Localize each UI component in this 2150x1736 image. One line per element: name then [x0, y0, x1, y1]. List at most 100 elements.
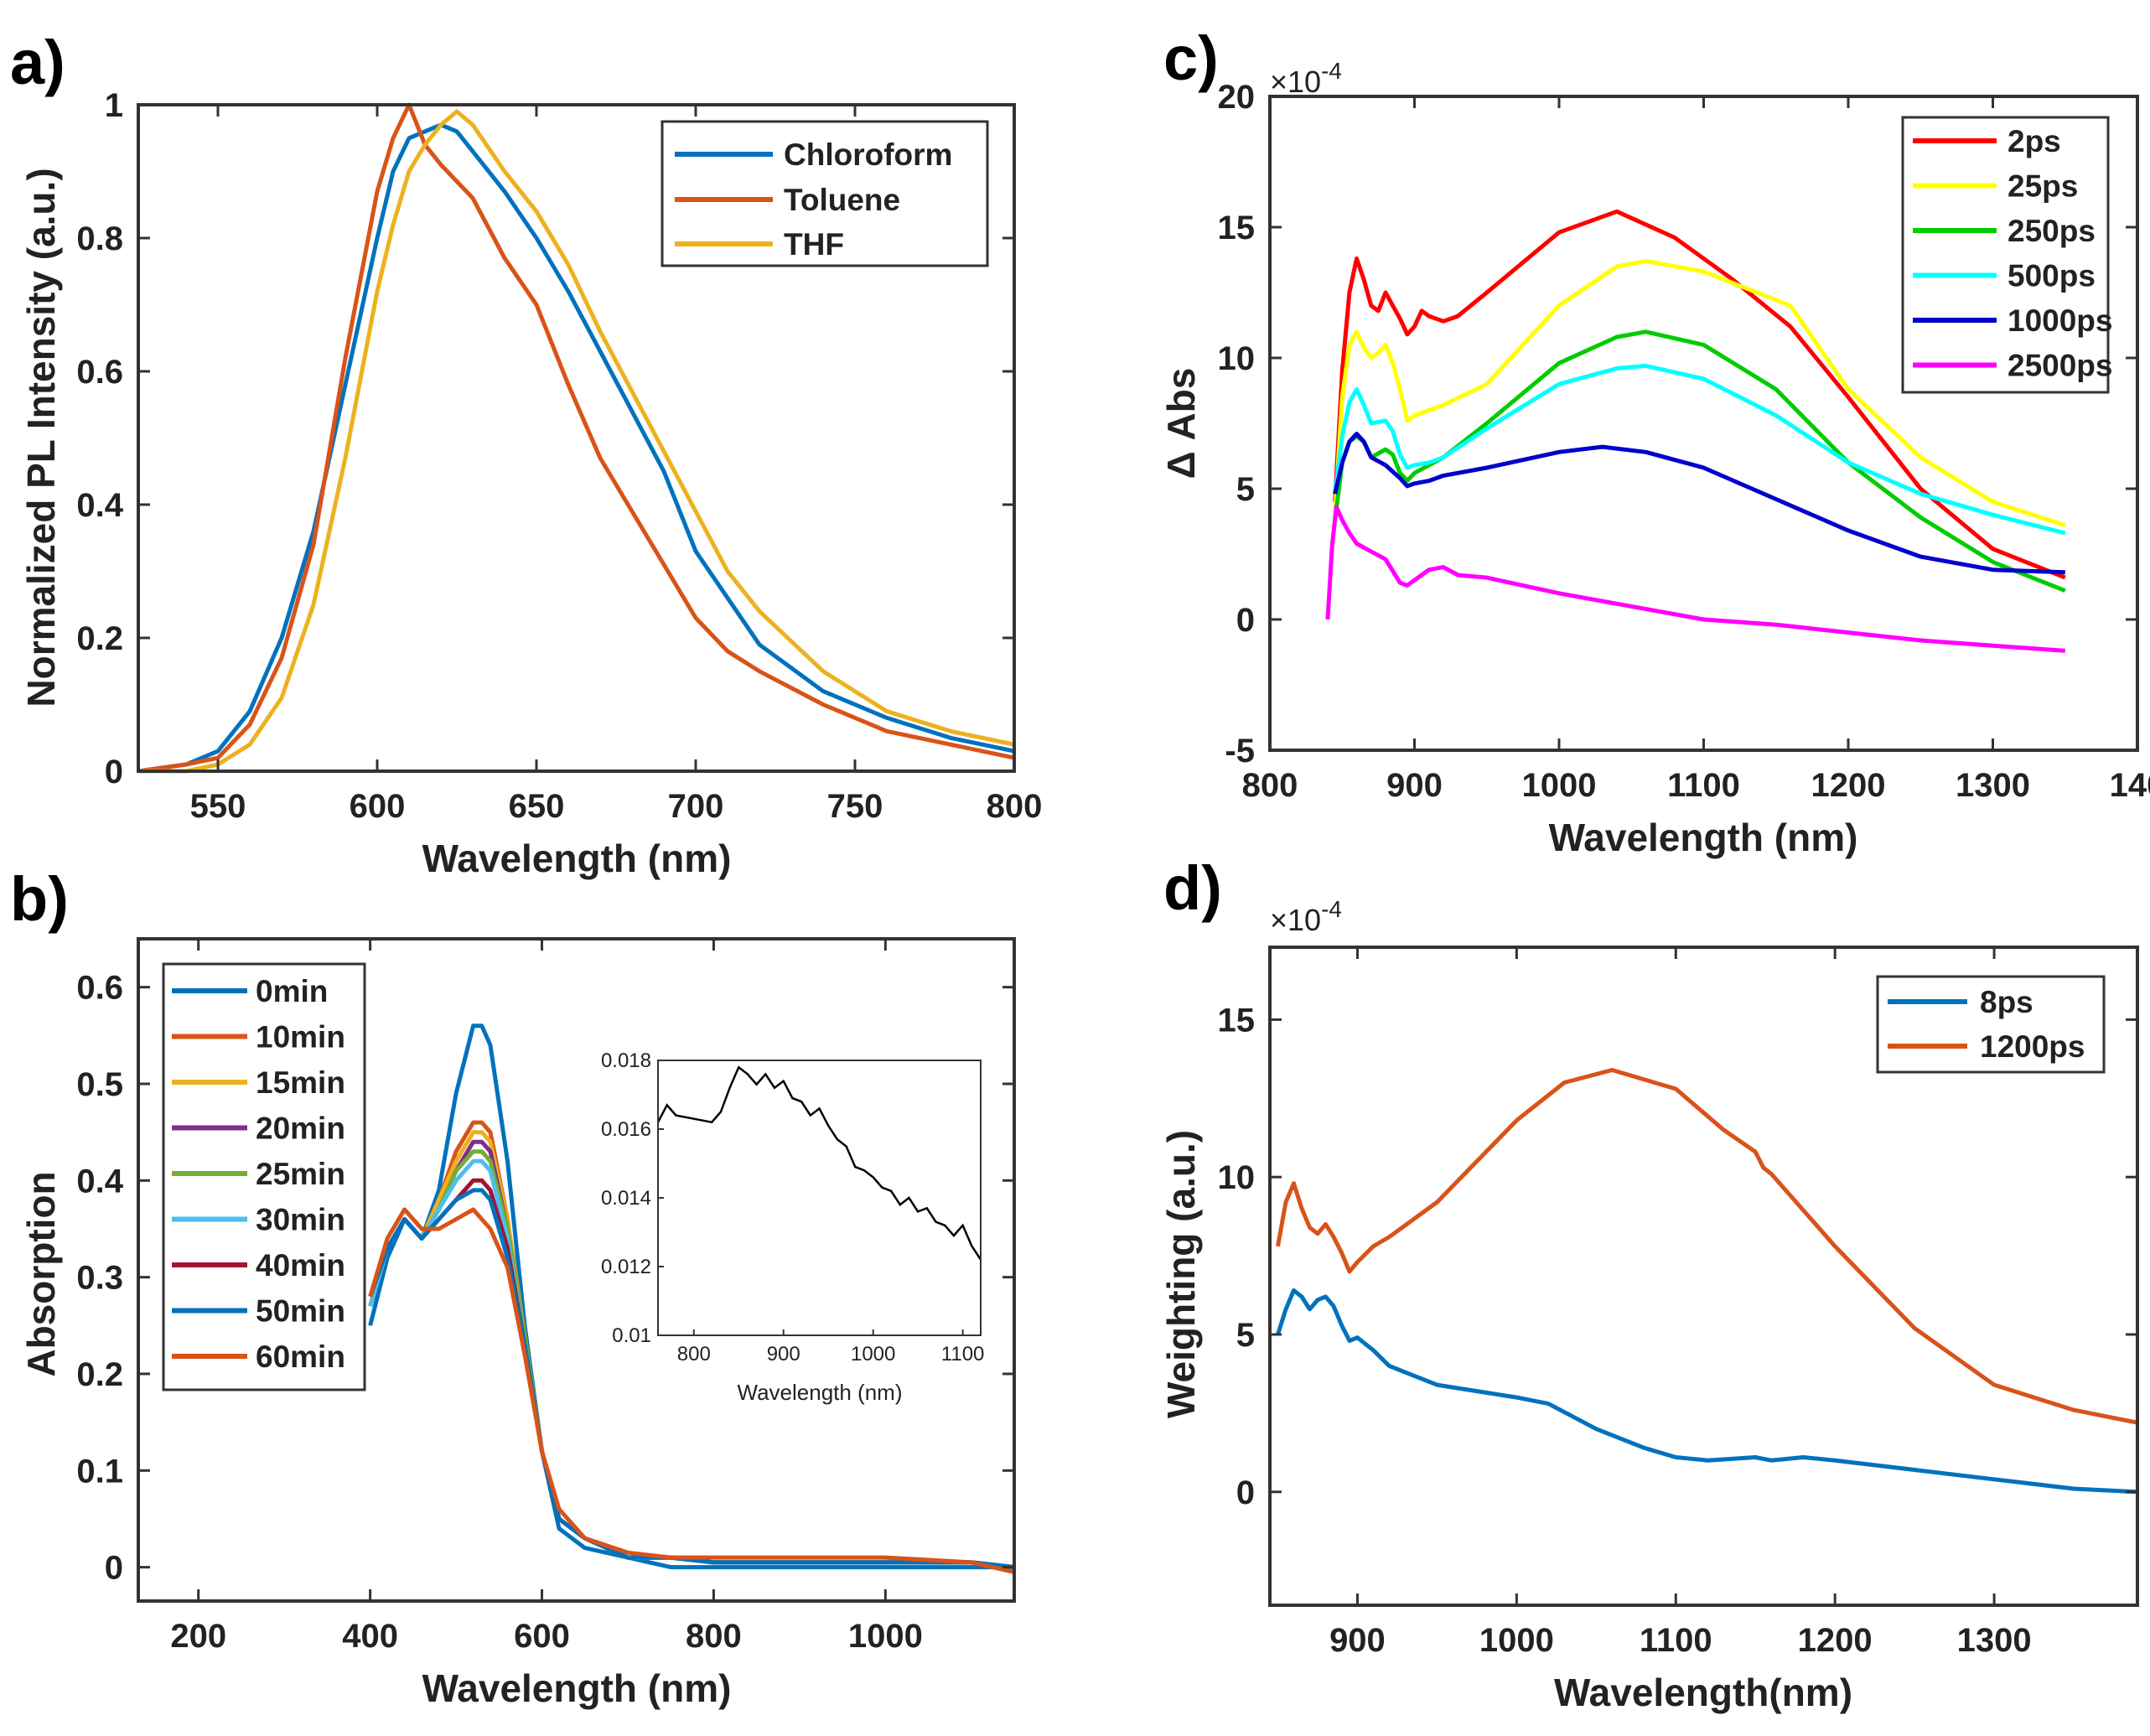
panel-d-multiplier: ×10-4 [1270, 896, 1342, 937]
panel-a-ticks [138, 103, 1016, 773]
panel-d-ylabel: Weighting (a.u.) [1159, 1130, 1203, 1418]
series-line-2ps [1333, 209, 2066, 580]
series-line-500ps [1333, 363, 2066, 536]
legend-label-250ps: 250ps [2008, 214, 2096, 248]
panel-b-axes-box [137, 937, 1016, 1603]
legend-label-15min: 15min [256, 1065, 345, 1100]
panel-a: a) 550 600 650 700 750 800 0 0.2 0.4 0.6 0.8 1 Wave… [10, 28, 1042, 880]
inset-x-tick-label: 800 [677, 1343, 711, 1365]
legend-label-2500ps: 2500ps [2008, 349, 2113, 383]
panel-c-ylabel: Δ Abs [1159, 368, 1203, 479]
x-tick-label: 1000 [1479, 1622, 1554, 1659]
panel-c-xlabel: Wavelength (nm) [1549, 816, 1858, 859]
inset-y-tick-label: 0.018 [601, 1049, 651, 1072]
panel-c-legend: 2ps 25ps 250ps 500ps 1000ps 2500ps [1901, 116, 2113, 394]
x-tick-label: 900 [1329, 1622, 1386, 1659]
series-line-25ps [1333, 259, 2066, 528]
legend-label-60min: 60min [256, 1340, 345, 1374]
panel-d-legend: 8ps 1200ps [1876, 975, 2106, 1074]
y-tick-label: 0 [1236, 602, 1255, 639]
y-tick-label: 0.2 [76, 620, 123, 657]
legend-label-2ps: 2ps [2008, 124, 2061, 158]
inset-ticks [658, 1060, 964, 1336]
x-tick-label: 1200 [1798, 1622, 1873, 1659]
panel-b-xlabel: Wavelength (nm) [422, 1666, 732, 1710]
x-tick-label: 700 [668, 788, 724, 825]
y-tick-label: 0.4 [76, 1163, 123, 1200]
series-line-60min [368, 1207, 1015, 1574]
legend-label-toluene: Toluene [784, 183, 900, 217]
panel-b-label: b) [10, 864, 69, 934]
x-tick-label: 1100 [1640, 1622, 1712, 1659]
legend-label-10min: 10min [256, 1020, 345, 1055]
y-tick-label: 0.4 [76, 487, 123, 524]
panel-b-legend-items: 0min 10min 15min 20min 25min 30min 40min 50min 6… [172, 974, 345, 1374]
inset-line [656, 1065, 982, 1261]
panel-a-ticklabels: 550 600 650 700 750 800 0 0.2 0.4 0.6 0.8 1 [76, 87, 1042, 825]
x-tick-label: 800 [1242, 767, 1298, 804]
y-tick-label: 15 [1218, 210, 1256, 246]
inset-y-tick-label: 0.014 [601, 1187, 651, 1210]
inset-x-tick-label: 900 [767, 1343, 800, 1365]
y-tick-label: 1 [105, 87, 123, 124]
legend-label-50min: 50min [256, 1294, 345, 1329]
legend-label-20min: 20min [256, 1112, 345, 1146]
x-tick-label: 140 [2110, 767, 2150, 804]
y-tick-label: 0 [105, 1550, 123, 1587]
y-tick-label: 15 [1218, 1002, 1256, 1039]
panel-c-ticks [1268, 95, 2139, 752]
y-tick-label: 0 [105, 754, 123, 790]
legend-label-25min: 25min [256, 1157, 345, 1191]
y-tick-label: 5 [1236, 1317, 1255, 1354]
legend-label-500ps: 500ps [2008, 259, 2096, 293]
y-tick-label: 0.6 [76, 354, 123, 391]
x-tick-label: 1100 [1667, 767, 1740, 804]
panel-a-lines [137, 102, 1015, 774]
inset-background [658, 1060, 981, 1335]
inset-x-tick-label: 1100 [941, 1343, 985, 1365]
series-line-thf [138, 109, 1015, 774]
panel-c-legend-box [1901, 116, 2110, 394]
panel-a-legend: Chloroform Toluene THF [661, 120, 989, 267]
y-tick-label: 10 [1218, 1159, 1256, 1196]
x-tick-label: 900 [1386, 767, 1443, 804]
legend-label-1000ps: 1000ps [2008, 303, 2113, 338]
y-tick-label: 0.3 [76, 1260, 123, 1297]
legend-label-thf: THF [784, 227, 844, 262]
panel-d-ticklabels: 900 1000 1100 1200 1300 0 5 10 15 [1218, 1002, 2032, 1659]
panel-a-xlabel: Wavelength (nm) [422, 837, 732, 880]
legend-label-chloroform: Chloroform [784, 137, 952, 172]
panel-d-ticks [1270, 947, 2137, 1605]
x-tick-label: 400 [342, 1618, 398, 1655]
x-tick-label: 800 [987, 788, 1043, 825]
x-tick-label: 600 [350, 788, 406, 825]
legend-label-30min: 30min [256, 1203, 345, 1237]
panel-b-ticklabels: 200 400 600 800 1000 0 0.1 0.2 0.3 0.4 0.5 0.6 [76, 970, 922, 1655]
panel-b-inset: 800 900 1000 1100 0.01 0.012 0.014 0.016 0.018 W… [601, 1049, 984, 1405]
inset-ticklabels: 800 900 1000 1100 0.01 0.012 0.014 0.016 0.018 [601, 1049, 984, 1365]
legend-label-40min: 40min [256, 1248, 345, 1283]
panel-c: c) ×10-4 800 900 1000 1100 1200 1300 140 -5 0 5 10… [1159, 23, 2150, 859]
panel-d: d) ×10-4 900 1000 1100 1200 1300 0 5 10 15 Wavel… [1159, 853, 2139, 1714]
legend-label-1200ps: 1200ps [1980, 1029, 2085, 1064]
panel-c-multiplier-exp: -4 [1321, 58, 1342, 84]
series-line-1000ps [1333, 432, 2065, 575]
y-tick-label: 0.6 [76, 970, 123, 1007]
x-tick-label: 750 [827, 788, 883, 825]
panel-b-ticks [138, 939, 1014, 1601]
x-tick-label: 600 [514, 1618, 570, 1655]
inset-x-tick-label: 1000 [851, 1343, 895, 1365]
series-line-1200ps [1276, 1068, 2138, 1425]
panel-b: b) 200 400 600 800 1000 0 0.1 0.2 0.3 0.4 0.5 0.6 W… [10, 864, 1016, 1710]
panel-c-ticklabels: 800 900 1000 1100 1200 1300 140 -5 0 5 10 15 20 [1218, 79, 2150, 804]
inset-xlabel: Wavelength (nm) [738, 1380, 903, 1405]
series-line-2500ps [1325, 505, 2065, 653]
panel-d-xlabel: Wavelength(nm) [1554, 1671, 1852, 1714]
series-line-8ps [1276, 1288, 2138, 1495]
panel-d-label: d) [1163, 853, 1222, 923]
series-line-chloroform [137, 122, 1015, 774]
x-tick-label: 1300 [1957, 1622, 2032, 1659]
y-tick-label: 0.1 [76, 1453, 123, 1490]
inset-y-tick-label: 0.016 [601, 1118, 651, 1141]
